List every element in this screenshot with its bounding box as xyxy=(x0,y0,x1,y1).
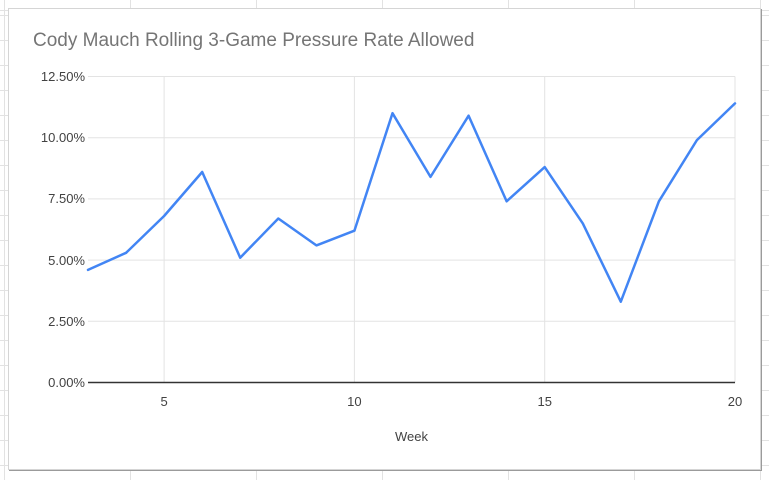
y-axis-tick-label: 5.00% xyxy=(48,252,85,268)
line-chart xyxy=(86,76,737,384)
x-axis-title: Week xyxy=(395,429,428,444)
y-axis-tick-label: 2.50% xyxy=(48,313,85,329)
chart-title: Cody Mauch Rolling 3-Game Pressure Rate … xyxy=(33,30,475,51)
y-axis-tick-label: 10.00% xyxy=(40,130,85,146)
y-axis-tick-label: 0.00% xyxy=(48,375,85,390)
x-axis-tick-label: 10 xyxy=(347,394,362,409)
x-axis-tick-label: 5 xyxy=(160,394,168,409)
x-axis-tick-label: 15 xyxy=(537,394,552,409)
x-axis-tick-label: 20 xyxy=(727,394,743,409)
y-axis-tick-label: 12.50% xyxy=(40,69,85,84)
y-axis-tick-label: 7.50% xyxy=(48,191,85,207)
series-line xyxy=(86,102,737,303)
chart-card[interactable]: Cody Mauch Rolling 3-Game Pressure Rate … xyxy=(8,8,761,470)
